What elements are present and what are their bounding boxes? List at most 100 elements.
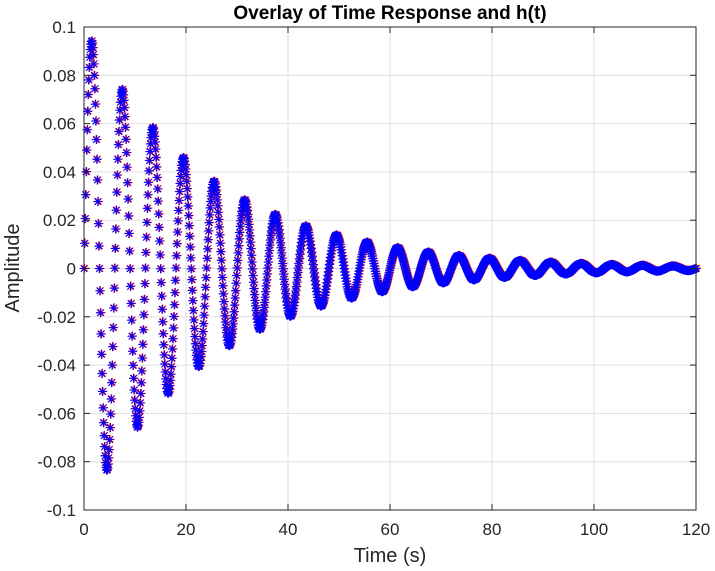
data-point bbox=[444, 269, 454, 279]
data-point bbox=[123, 194, 133, 204]
data-point bbox=[143, 177, 153, 187]
data-point bbox=[402, 270, 412, 280]
data-point bbox=[348, 291, 358, 301]
data-point bbox=[312, 290, 322, 300]
data-point bbox=[120, 112, 130, 122]
data-point bbox=[234, 234, 244, 244]
data-point bbox=[161, 380, 171, 390]
data-point bbox=[292, 273, 302, 283]
data-point bbox=[133, 421, 143, 431]
data-point bbox=[212, 195, 222, 205]
y-tick-label: -0.06 bbox=[37, 404, 76, 423]
data-point bbox=[290, 294, 300, 304]
data-point bbox=[358, 243, 368, 253]
data-point bbox=[351, 282, 361, 292]
data-point bbox=[266, 230, 276, 240]
data-point bbox=[368, 256, 378, 266]
data-point bbox=[165, 381, 175, 391]
data-point bbox=[386, 261, 396, 271]
data-point bbox=[323, 271, 333, 281]
data-point bbox=[248, 271, 258, 281]
data-point bbox=[182, 184, 192, 194]
data-point bbox=[166, 369, 176, 379]
data-point bbox=[244, 219, 254, 229]
data-point bbox=[447, 262, 457, 272]
data-point bbox=[252, 314, 262, 324]
data-point bbox=[389, 248, 399, 258]
data-point bbox=[149, 131, 159, 141]
data-point bbox=[95, 286, 105, 296]
data-point bbox=[203, 226, 213, 236]
data-point bbox=[183, 201, 193, 211]
data-point bbox=[291, 282, 301, 292]
data-point bbox=[167, 353, 177, 363]
data-point bbox=[124, 228, 134, 238]
data-point bbox=[113, 154, 123, 164]
data-point bbox=[342, 279, 352, 289]
data-point bbox=[245, 237, 255, 247]
data-point bbox=[90, 84, 100, 94]
data-point bbox=[92, 175, 102, 185]
data-point bbox=[137, 353, 147, 363]
data-point bbox=[213, 201, 223, 211]
data-point bbox=[337, 248, 347, 258]
data-point bbox=[174, 187, 184, 197]
data-point bbox=[384, 268, 394, 278]
data-point bbox=[205, 197, 215, 207]
data-point bbox=[199, 310, 209, 320]
data-point bbox=[387, 257, 397, 267]
data-point bbox=[228, 319, 238, 329]
data-point bbox=[92, 154, 102, 164]
data-point bbox=[93, 197, 103, 207]
data-point bbox=[280, 289, 290, 299]
data-point bbox=[219, 297, 229, 307]
data-point bbox=[118, 86, 128, 96]
data-point bbox=[243, 214, 253, 224]
y-tick-label: -0.1 bbox=[47, 501, 76, 520]
data-point bbox=[89, 59, 99, 69]
data-point bbox=[275, 233, 285, 243]
data-point bbox=[123, 211, 133, 221]
data-point bbox=[107, 378, 117, 388]
data-point bbox=[324, 259, 334, 269]
data-point bbox=[282, 303, 292, 313]
data-point bbox=[397, 252, 407, 262]
data-point bbox=[352, 275, 362, 285]
data-point bbox=[203, 235, 213, 245]
data-point bbox=[429, 259, 439, 269]
data-point bbox=[81, 190, 91, 200]
data-point bbox=[130, 404, 140, 414]
data-point bbox=[395, 246, 405, 256]
data-point bbox=[324, 263, 334, 273]
data-point bbox=[369, 261, 379, 271]
data-point bbox=[189, 324, 199, 334]
data-point bbox=[309, 268, 319, 278]
data-point bbox=[159, 350, 169, 360]
data-point bbox=[221, 323, 231, 333]
data-point bbox=[446, 265, 456, 275]
data-point bbox=[183, 192, 193, 202]
data-point bbox=[265, 240, 275, 250]
data-point bbox=[418, 256, 428, 266]
data-point bbox=[197, 341, 207, 351]
data-point bbox=[371, 269, 381, 279]
x-tick-label: 40 bbox=[279, 520, 298, 539]
data-point bbox=[231, 271, 241, 281]
y-tick-label: -0.04 bbox=[37, 356, 76, 375]
data-point bbox=[365, 243, 375, 253]
data-point bbox=[283, 306, 293, 316]
data-point bbox=[111, 205, 121, 215]
data-point bbox=[173, 216, 183, 226]
data-point bbox=[319, 295, 329, 305]
data-point bbox=[383, 272, 393, 282]
data-point bbox=[127, 331, 137, 341]
data-point bbox=[156, 264, 165, 274]
data-point bbox=[325, 252, 335, 262]
data-point bbox=[196, 347, 206, 357]
data-point bbox=[96, 329, 106, 339]
data-point bbox=[288, 304, 298, 314]
data-point bbox=[248, 277, 258, 287]
data-point bbox=[262, 269, 272, 279]
data-point bbox=[403, 273, 413, 283]
data-point bbox=[349, 288, 359, 298]
